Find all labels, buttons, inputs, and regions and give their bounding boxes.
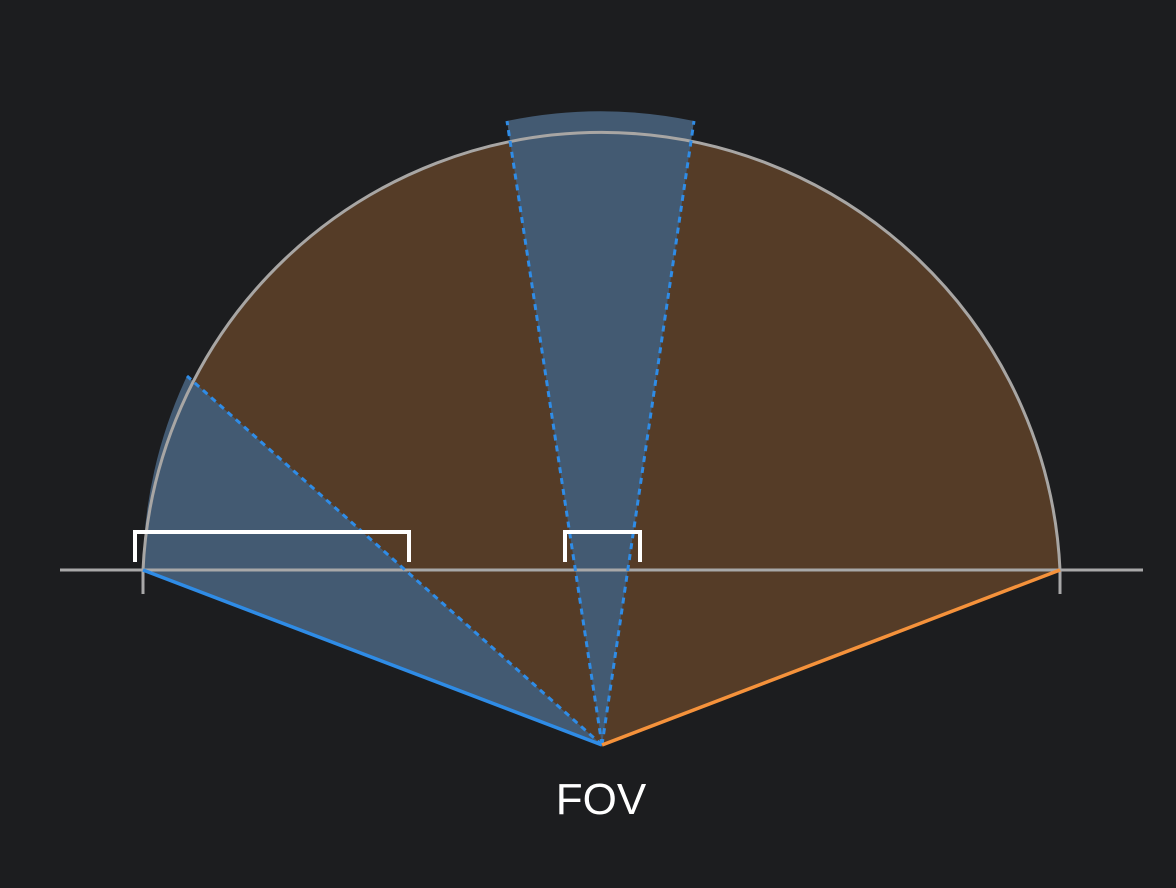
center-bracket [563,530,642,562]
center-blue-wedge [507,111,694,746]
outer-arc [141,131,1062,571]
fov-label: FOV [556,775,647,824]
left-dashed-ray [186,374,603,747]
left-blue-wedge [143,376,602,745]
left-bracket [133,530,411,562]
left-solid-ray [142,568,603,747]
right-solid-ray [601,568,1061,747]
